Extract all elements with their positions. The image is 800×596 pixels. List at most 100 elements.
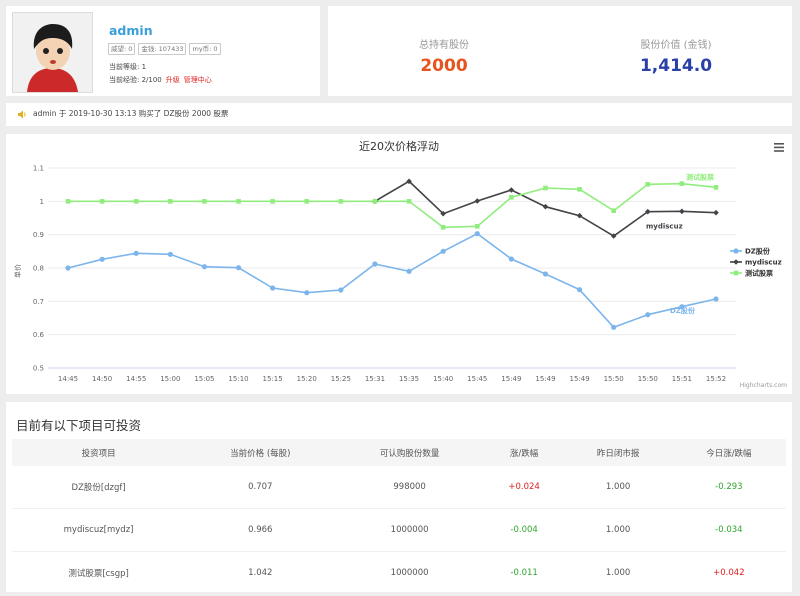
chart-title: 近20次价格浮动 xyxy=(359,139,439,153)
data-point[interactable] xyxy=(679,208,685,215)
value-value: 1,414.0 xyxy=(639,56,713,76)
data-point[interactable] xyxy=(372,199,378,204)
data-point[interactable] xyxy=(99,256,105,262)
project-cell[interactable]: DZ股份[dzgf] xyxy=(12,466,186,509)
data-point[interactable] xyxy=(168,199,173,204)
investment-title: 目前有以下项目可投资 xyxy=(16,418,142,433)
legend-item[interactable]: 测试股票 xyxy=(745,269,773,278)
data-point[interactable] xyxy=(542,271,549,277)
data-point[interactable] xyxy=(338,287,344,293)
legend-item[interactable]: DZ股份 xyxy=(745,247,771,256)
chart-panel: 近20次价格浮动 单价 14:45 14:50 14:55 15:00 15:05 15:… xyxy=(6,134,792,394)
data-point[interactable] xyxy=(99,199,105,204)
data-point[interactable] xyxy=(406,268,412,274)
data-point[interactable] xyxy=(304,199,310,204)
prev-close-cell: 1.000 xyxy=(564,508,672,552)
speaker-icon xyxy=(18,110,26,119)
x-tick-label: 15:31 xyxy=(365,375,385,383)
data-point[interactable] xyxy=(474,198,481,204)
data-point[interactable] xyxy=(372,261,378,267)
data-point[interactable] xyxy=(202,199,207,204)
tag-prestige: 威望: 0 xyxy=(108,43,136,55)
legend-marker xyxy=(733,259,739,265)
username[interactable]: admin xyxy=(109,23,153,38)
x-tick-label: 15:25 xyxy=(331,375,351,383)
data-point[interactable] xyxy=(133,199,139,204)
today-change-cell: -0.293 xyxy=(671,466,786,509)
data-point[interactable] xyxy=(679,304,685,310)
stats-panel: 总持有股份 2000 股份价值 (金钱) 1,414.0 xyxy=(328,6,792,96)
data-point[interactable] xyxy=(440,225,446,230)
data-point[interactable] xyxy=(235,265,242,271)
tag-money: 金钱: 107433 xyxy=(138,43,187,55)
data-point[interactable] xyxy=(611,324,617,330)
data-point[interactable] xyxy=(270,285,276,291)
data-point[interactable] xyxy=(270,199,275,204)
investment-table: 投资项目 当前价格 (每股) 可认购股份数量 涨/跌幅 昨日闭市报 今日涨/跌幅… xyxy=(12,439,786,595)
project-cell[interactable]: mydiscuz[mydz] xyxy=(12,508,186,552)
tag-coin: my币: 0 xyxy=(189,43,221,55)
y-tick-label: 0.5 xyxy=(33,365,44,373)
data-point[interactable] xyxy=(577,187,582,192)
data-point[interactable] xyxy=(65,199,71,204)
legend-marker xyxy=(733,248,739,254)
data-point[interactable] xyxy=(645,182,651,187)
project-cell[interactable]: 测试股票[csgp] xyxy=(12,551,186,595)
x-tick-label: 15:49 xyxy=(569,375,589,383)
data-point[interactable] xyxy=(440,248,446,254)
price-cell: 0.707 xyxy=(185,466,336,509)
col-price: 当前价格 (每股) xyxy=(185,439,336,466)
data-point[interactable] xyxy=(644,208,651,215)
data-point[interactable] xyxy=(338,199,344,204)
data-point[interactable] xyxy=(406,199,412,204)
x-tick-label: 14:45 xyxy=(58,375,78,383)
user-tags: 威望: 0 金钱: 107433 my币: 0 xyxy=(108,43,221,55)
manage-center-link[interactable]: 管理中心 xyxy=(183,76,212,84)
data-point[interactable] xyxy=(167,251,173,257)
chart-credit[interactable]: Highcharts.com xyxy=(740,382,787,389)
data-point[interactable] xyxy=(713,296,719,302)
avatar[interactable] xyxy=(12,12,93,93)
y-tick-label: 1 xyxy=(40,198,44,206)
data-point[interactable] xyxy=(713,185,719,190)
data-point[interactable] xyxy=(645,312,651,318)
data-point[interactable] xyxy=(713,209,719,216)
today-change-cell: +0.042 xyxy=(671,551,786,595)
col-prev-close: 昨日闭市报 xyxy=(564,439,672,466)
quantity-cell: 1000000 xyxy=(335,508,484,552)
data-point[interactable] xyxy=(611,208,616,213)
x-tick-label: 15:49 xyxy=(501,375,521,383)
data-point[interactable] xyxy=(679,181,685,186)
x-tick-label: 15:50 xyxy=(638,375,658,383)
data-point[interactable] xyxy=(133,250,139,256)
upgrade-link[interactable]: 升级 xyxy=(165,76,180,84)
data-point[interactable] xyxy=(509,195,514,200)
legend-marker xyxy=(733,270,739,276)
data-point[interactable] xyxy=(236,199,241,204)
data-point[interactable] xyxy=(543,185,548,191)
change-cell: -0.004 xyxy=(483,508,565,552)
data-point[interactable] xyxy=(474,224,480,229)
profile-panel: admin 威望: 0 金钱: 107433 my币: 0 当前等级: 1 当前… xyxy=(6,6,320,96)
series-end-label: mydiscuz xyxy=(646,223,683,231)
data-point[interactable] xyxy=(508,256,514,262)
x-tick-label: 15:05 xyxy=(194,375,214,383)
data-point[interactable] xyxy=(508,187,515,193)
price-cell: 0.966 xyxy=(185,508,336,552)
x-tick-label: 14:55 xyxy=(126,375,146,383)
data-point[interactable] xyxy=(610,233,617,239)
menu-icon[interactable] xyxy=(774,143,784,152)
y-axis-label: 单价 xyxy=(13,264,22,278)
data-point[interactable] xyxy=(576,287,583,293)
data-point[interactable] xyxy=(474,231,480,237)
data-point[interactable] xyxy=(201,264,208,270)
y-tick-label: 1.1 xyxy=(33,165,44,173)
x-tick-label: 15:10 xyxy=(228,375,248,383)
data-point[interactable] xyxy=(65,265,71,271)
legend-item[interactable]: mydiscuz xyxy=(745,259,782,267)
data-point[interactable] xyxy=(542,203,549,210)
x-tick-label: 15:50 xyxy=(604,375,624,383)
x-tick-label: 14:50 xyxy=(92,375,112,383)
holdings-label: 总持有股份 xyxy=(419,40,469,51)
data-point[interactable] xyxy=(304,290,310,296)
